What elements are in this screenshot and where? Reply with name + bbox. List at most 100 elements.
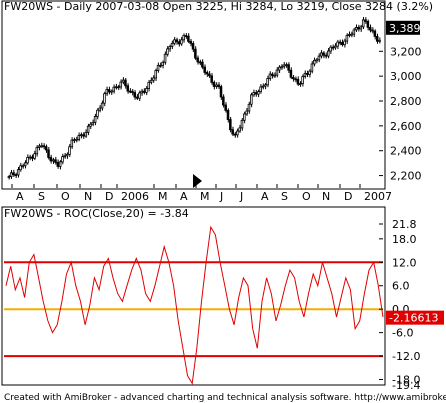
- price-candle-body: [285, 64, 288, 67]
- price-candle-body: [156, 64, 160, 71]
- price-candle-body: [259, 86, 262, 92]
- price-candle-body: [14, 174, 18, 177]
- price-candle-body: [324, 54, 328, 57]
- price-candle-body: [359, 26, 363, 30]
- price-candle-body: [289, 69, 293, 78]
- price-candle-body: [154, 70, 157, 79]
- price-candle-body: [364, 19, 367, 22]
- price-candle-body: [16, 169, 20, 176]
- price-candle-body: [338, 41, 342, 44]
- price-candle-body: [210, 75, 213, 83]
- price-candle-body: [47, 149, 50, 158]
- price-candle-body: [51, 159, 55, 162]
- price-candle-body: [110, 90, 113, 93]
- price-candle-body: [33, 153, 36, 159]
- price-x-tick-label: A: [180, 190, 188, 203]
- price-candle-body: [222, 96, 225, 106]
- price-candle-body: [301, 76, 304, 84]
- price-candle-body: [250, 94, 253, 105]
- price-candle-body: [114, 86, 118, 89]
- price-candle-body: [131, 90, 134, 93]
- price-x-tick-label: J: [219, 190, 223, 203]
- price-x-tick-label: S: [281, 190, 288, 203]
- price-candle-body: [63, 155, 67, 158]
- price-candle-body: [135, 96, 139, 99]
- price-candle-body: [212, 81, 216, 87]
- price-candle-body: [243, 113, 246, 121]
- price-candle-body: [191, 43, 195, 50]
- price-candle-body: [233, 133, 237, 136]
- price-candle-body: [117, 86, 120, 89]
- price-candle-body: [322, 52, 325, 56]
- price-candle-body: [182, 35, 185, 41]
- price-candle-body: [217, 84, 220, 87]
- price-candle-body: [152, 77, 155, 81]
- price-candle-body: [208, 73, 211, 77]
- price-candle-body: [247, 103, 251, 112]
- price-candle-body: [226, 109, 230, 120]
- price-candle-body: [245, 110, 248, 115]
- price-y-tick-label: 2,400: [390, 145, 422, 158]
- triangle-marker: [193, 174, 202, 188]
- price-y-axis: 2,200 2,400 2,600 2,800 3,000 3,200: [379, 45, 422, 183]
- price-candle-body: [373, 30, 377, 37]
- price-candle-body: [378, 39, 381, 42]
- triangle-marker-icon: [193, 174, 202, 188]
- price-candle-body: [319, 52, 323, 57]
- roc-panel: 21.818.012.06.00.0-6.0-12.0-18.0-19.4 FW…: [1, 206, 444, 392]
- roc-y-tick-label: -19.4: [392, 379, 420, 392]
- price-candle-body: [61, 156, 64, 163]
- price-candle-body: [224, 104, 227, 111]
- price-candle-body: [305, 72, 309, 75]
- price-candle-body: [331, 46, 335, 49]
- price-candle-body: [266, 78, 269, 86]
- price-candle-body: [147, 81, 151, 89]
- price-candle-body: [201, 61, 204, 68]
- price-candle-body: [30, 156, 34, 159]
- roc-y-tick-label: 18.0: [392, 233, 417, 246]
- price-candle-body: [371, 29, 374, 32]
- price-candle-body: [215, 84, 218, 87]
- price-candle-body: [203, 66, 206, 73]
- price-candle-body: [180, 39, 183, 45]
- price-candle-body: [347, 34, 351, 36]
- price-candle-body: [229, 119, 232, 131]
- price-candle-body: [240, 119, 244, 129]
- price-candle-body: [26, 156, 29, 164]
- price-candle-body: [9, 172, 13, 177]
- price-candle-body: [12, 172, 15, 176]
- roc-last-value-badge: -2.16613: [386, 310, 444, 325]
- price-candle-body: [184, 35, 188, 37]
- price-candle-body: [312, 59, 316, 65]
- price-candle-body: [219, 86, 223, 98]
- price-x-tick-label: D: [344, 190, 352, 203]
- price-candle-body: [159, 64, 162, 67]
- price-candle-body: [236, 130, 239, 136]
- price-candle-body: [100, 102, 104, 109]
- price-candle-body: [317, 55, 321, 61]
- price-candle-body: [49, 157, 53, 162]
- roc-y-tick-label: 6.0: [392, 280, 410, 293]
- price-candle-body: [361, 19, 365, 28]
- price-candle-body: [28, 156, 32, 159]
- price-candle-body: [189, 40, 192, 44]
- price-candle-body: [368, 26, 372, 31]
- price-candle-body: [105, 89, 109, 95]
- price-x-tick-label: A: [261, 190, 269, 203]
- price-candle-body: [166, 48, 169, 55]
- price-candle-body: [35, 147, 39, 155]
- price-candle-body: [21, 165, 25, 168]
- roc-y-tick-label: -6.0: [392, 327, 413, 340]
- price-candle-body: [77, 135, 81, 140]
- price-panel-frame: [1, 0, 386, 190]
- price-y-tick-label: 3,200: [390, 45, 422, 58]
- price-panel: A S O N D 2006 M A M J J A S O N D 2007 2,2002,4002,6002…: [1, 0, 433, 203]
- price-x-tick-label: M: [158, 190, 168, 203]
- roc-panel-frame: [1, 206, 386, 386]
- price-candle-body: [177, 41, 181, 45]
- price-candle-body: [333, 45, 337, 49]
- roc-reference-lines: [4, 261, 383, 358]
- price-candle-body: [7, 176, 11, 178]
- price-candle-body: [357, 27, 360, 30]
